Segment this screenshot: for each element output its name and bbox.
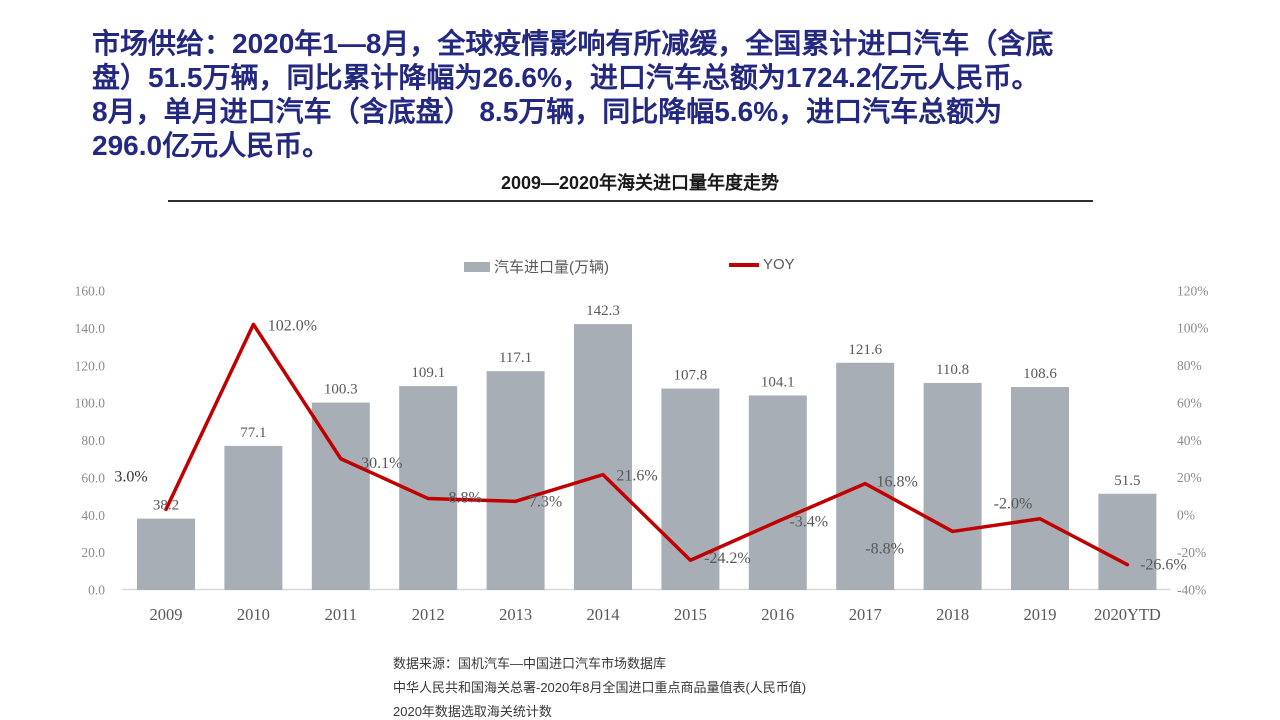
x-axis-label-2019: 2019 <box>1024 605 1057 624</box>
bar-label-2017: 121.6 <box>848 342 882 358</box>
legend-item-imports: 汽车进口量(万辆) <box>464 256 609 277</box>
right-axis-tick--40%: -40% <box>1177 582 1206 597</box>
bar-label-2020YTD: 51.5 <box>1114 473 1140 489</box>
x-axis-label-2020YTD: 2020YTD <box>1094 605 1161 624</box>
x-axis-label-2010: 2010 <box>237 605 270 624</box>
header-line-4: 296.0亿元人民币。 <box>92 130 331 161</box>
source-line-3: 2020年数据选取海关统计数 <box>393 704 552 719</box>
header-line-2: 盘）51.5万辆，同比累计降幅为26.6%，进口汽车总额为1724.2亿元人民币… <box>92 62 1040 93</box>
source-line-2: 中华人民共和国海关总署-2020年8月全国进口重点商品量值表(人民币值) <box>393 680 807 695</box>
bar-2018 <box>923 382 982 590</box>
x-axis-label-2013: 2013 <box>499 605 532 624</box>
yoy-line <box>164 322 1130 567</box>
left-axis-tick-140.0: 140.0 <box>75 321 106 336</box>
yoy-point-label-2017: 16.8% <box>877 474 918 491</box>
x-axis-label-2017: 2017 <box>849 605 882 624</box>
bar-2010 <box>224 445 283 590</box>
bar-label-2016: 104.1 <box>761 374 795 390</box>
legend-item-yoy: YOY <box>729 256 795 273</box>
yoy-point-label-2014: 21.6% <box>616 468 657 485</box>
bar-label-2009: 38.2 <box>153 498 179 514</box>
bar-label-2014: 142.3 <box>586 303 620 319</box>
yoy-point-label-2020YTD: -26.6% <box>1140 557 1187 574</box>
bar-2013 <box>486 371 545 590</box>
left-axis-tick-100.0: 100.0 <box>75 396 106 411</box>
left-axis-tick-20.0: 20.0 <box>81 545 105 560</box>
right-axis-tick-80%: 80% <box>1177 358 1202 373</box>
right-axis-tick-120%: 120% <box>1177 283 1209 298</box>
yoy-point-label-2010: 102.0% <box>268 317 317 334</box>
bar-label-2011: 100.3 <box>324 382 358 398</box>
bar-2017 <box>836 362 895 590</box>
title-underline <box>168 200 1093 202</box>
yoy-point-label-2015: -24.2% <box>704 550 751 567</box>
bar-2009 <box>137 518 195 590</box>
bar-2019 <box>1011 387 1069 590</box>
bar-label-2019: 108.6 <box>1023 366 1057 382</box>
legend-label-yoy: YOY <box>763 256 795 273</box>
right-axis-tick-0%: 0% <box>1177 508 1195 523</box>
legend-label-imports: 汽车进口量(万辆) <box>494 259 609 276</box>
yoy-point-label-2012: 8.8% <box>449 490 482 507</box>
header-line-3: 8月，单月进口汽车（含底盘） 8.5万辆，同比降幅5.6%，进口汽车总额为 <box>92 96 1003 127</box>
header-line-1: 市场供给：2020年1—8月，全球疫情影响有所减缓，全国累计进口汽车（含底 <box>92 28 1054 59</box>
x-axis-label-2015: 2015 <box>674 605 707 624</box>
right-axis-tick-100%: 100% <box>1177 321 1209 336</box>
bar-label-2010: 77.1 <box>240 425 266 441</box>
right-axis-tick-40%: 40% <box>1177 433 1202 448</box>
line-series-swatch-icon <box>729 262 759 267</box>
x-axis-label-2014: 2014 <box>587 605 620 624</box>
x-axis-label-2016: 2016 <box>761 605 794 624</box>
bar-2016 <box>748 395 807 590</box>
bar-2015 <box>661 388 720 590</box>
yoy-point-label-2018: -8.8% <box>865 540 904 557</box>
bar-series-swatch-icon <box>464 261 490 272</box>
left-axis-tick-0.0: 0.0 <box>88 583 105 598</box>
bar-2020YTD <box>1098 493 1157 590</box>
x-axis-label-2018: 2018 <box>936 605 969 624</box>
x-axis-label-2011: 2011 <box>325 605 357 624</box>
data-source-notes: 数据来源：国机汽车—中国进口汽车市场数据库 中华人民共和国海关总署-2020年8… <box>393 652 806 720</box>
yoy-point-label-2011: 30.1% <box>361 455 402 472</box>
bar-label-2015: 107.8 <box>674 368 708 384</box>
bar-label-2018: 110.8 <box>936 362 969 378</box>
source-line-1: 数据来源：国机汽车—中国进口汽车市场数据库 <box>393 656 667 671</box>
yoy-point-label-2019: -2.0% <box>994 496 1033 513</box>
left-axis-tick-160.0: 160.0 <box>75 284 106 299</box>
x-axis-label-2012: 2012 <box>412 605 445 624</box>
left-axis-tick-120.0: 120.0 <box>75 358 106 373</box>
left-axis-tick-80.0: 80.0 <box>81 433 105 448</box>
yoy-point-label-2016: -3.4% <box>789 513 828 530</box>
right-axis-tick-60%: 60% <box>1177 395 1202 410</box>
bar-label-2013: 117.1 <box>499 350 532 366</box>
x-axis-label-2009: 2009 <box>150 605 183 624</box>
bar-label-2012: 109.1 <box>411 365 445 381</box>
header-summary-text: 市场供给：2020年1—8月，全球疫情影响有所减缓，全国累计进口汽车（含底 盘）… <box>92 27 1252 163</box>
bar-2014 <box>574 324 632 590</box>
bar-2011 <box>311 402 370 590</box>
yoy-point-label-2013: 7.3% <box>529 493 562 510</box>
left-axis-tick-40.0: 40.0 <box>81 508 105 523</box>
yoy-point-label-2009: 3.0% <box>114 468 147 485</box>
right-axis-tick--20%: -20% <box>1177 545 1206 560</box>
right-axis-tick-20%: 20% <box>1177 470 1202 485</box>
chart-title: 2009—2020年海关进口量年度走势 <box>500 173 780 193</box>
left-axis-tick-60.0: 60.0 <box>81 470 105 485</box>
bar-2012 <box>399 386 458 590</box>
